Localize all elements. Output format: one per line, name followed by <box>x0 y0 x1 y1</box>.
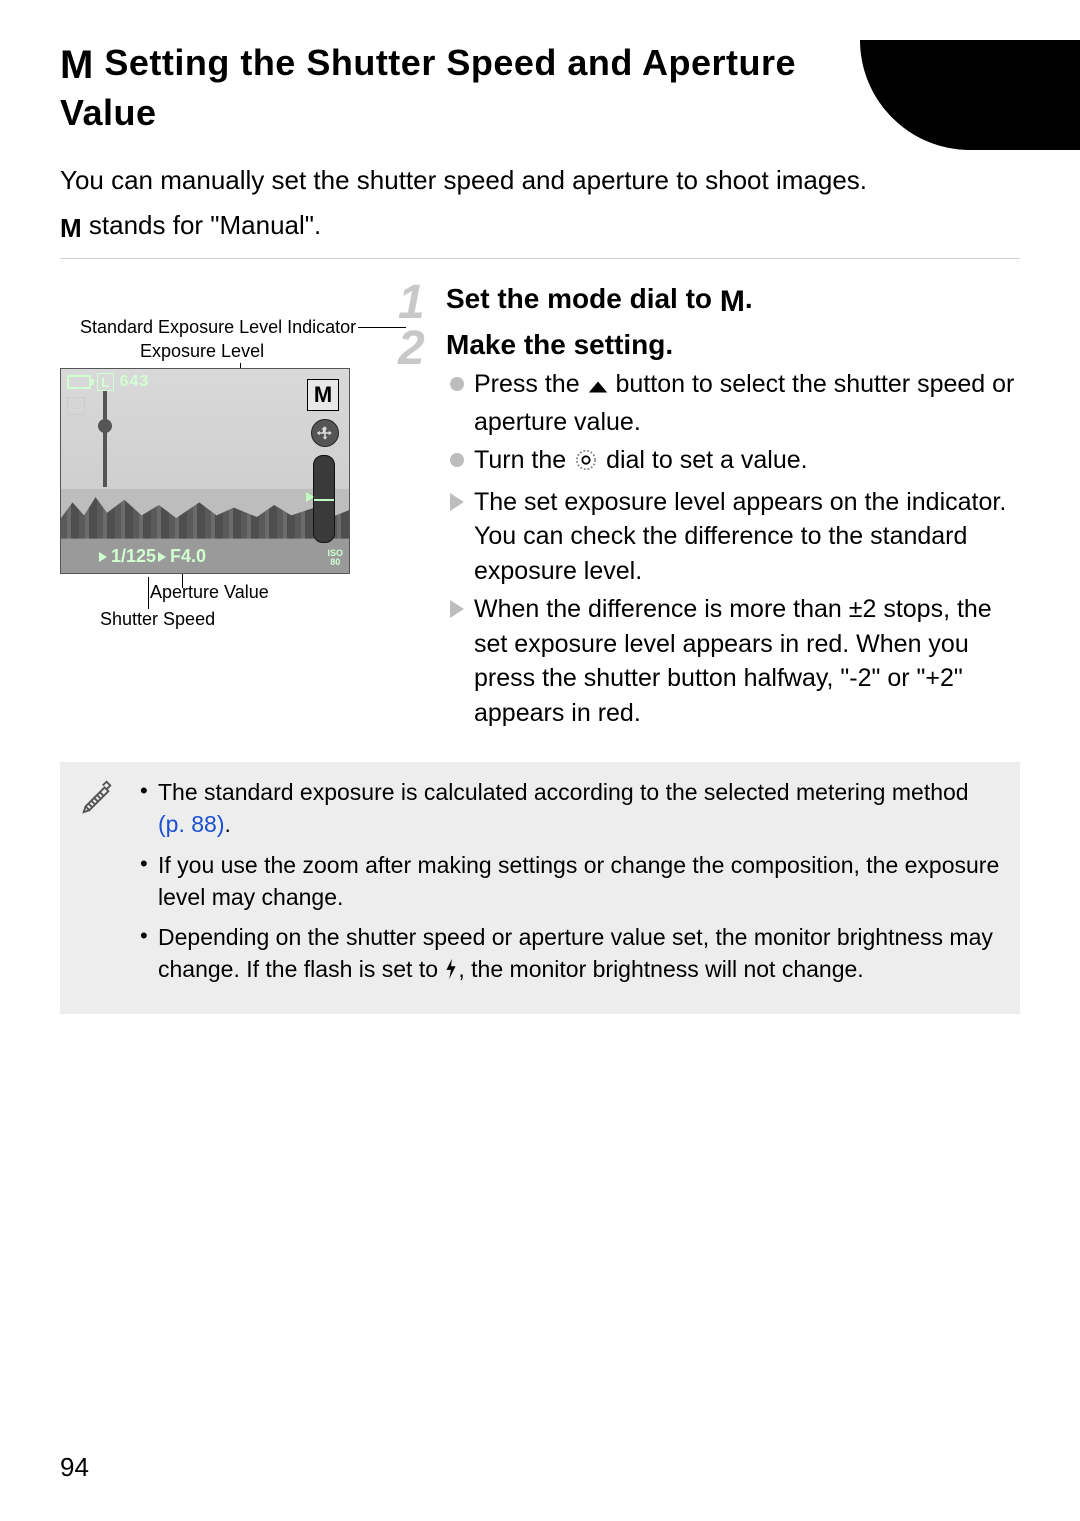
orientation-icon: ⌂ <box>67 397 85 415</box>
leader-line <box>148 577 149 609</box>
note-box: The standard exposure is calculated acco… <box>60 762 1020 1014</box>
lcd-bottom-readout: 1/125 F4.0 <box>111 546 206 567</box>
stabilizer-icon <box>311 419 339 447</box>
annotation-exposure-level: Exposure Level <box>140 341 380 362</box>
divider <box>60 258 1020 259</box>
annotation-aperture-text: Aperture Value <box>150 582 269 602</box>
aperture-readout: F4.0 <box>170 546 206 567</box>
step-2-item-4: When the difference is more than ±2 stop… <box>446 592 1020 730</box>
mode-m-icon: M <box>720 285 745 319</box>
text: The standard exposure is calculated acco… <box>158 779 969 805</box>
step-2-body: Press the button to select the shutter s… <box>446 367 1020 730</box>
annotation-std-exposure-text: Standard Exposure Level Indicator <box>80 317 356 337</box>
step-1: 1 Set the mode dial to M. <box>398 283 1020 319</box>
mode-m-icon: M <box>60 211 82 246</box>
shutter-readout: 1/125 <box>111 546 156 567</box>
lcd-top-bar: L 643 <box>67 373 149 391</box>
annotation-exposure-level-text: Exposure Level <box>140 341 264 361</box>
flash-icon <box>444 956 458 988</box>
control-dial-icon <box>573 446 599 481</box>
image-size-badge: L <box>97 373 114 391</box>
note-item-1: The standard exposure is calculated acco… <box>140 776 1000 840</box>
page-ref-link[interactable]: (p. 88) <box>158 811 224 837</box>
step-1-title-post: . <box>745 283 753 314</box>
annotation-shutter-text: Shutter Speed <box>100 609 215 629</box>
text: Turn the <box>474 446 573 474</box>
camera-lcd-mock: L 643 ⌂ M ISO 80 1/125 F4.0 <box>60 368 350 574</box>
step-2-item-2: Turn the dial to set a value. <box>446 443 1020 481</box>
exposure-meter <box>313 455 335 543</box>
leader-line <box>182 574 183 588</box>
mode-m-icon: M <box>60 40 94 90</box>
step-2-title: Make the setting. <box>446 329 1020 361</box>
annotation-aperture: Aperture Value <box>150 582 380 603</box>
battery-icon <box>67 375 91 389</box>
up-button-icon <box>587 370 609 405</box>
mode-indicator: M <box>307 379 339 411</box>
title-text: Setting the Shutter Speed and Aperture V… <box>60 42 796 133</box>
step-2-item-3: The set exposure level appears on the in… <box>446 485 1020 589</box>
step-2-item-1: Press the button to select the shutter s… <box>446 367 1020 439</box>
intro-line-2: M stands for "Manual". <box>60 208 1020 246</box>
text: , the monitor brightness will not change… <box>458 956 863 982</box>
section-header: M Setting the Shutter Speed and Aperture… <box>60 40 1020 135</box>
note-item-2: If you use the zoom after making setting… <box>140 849 1000 913</box>
lcd-annotation-column: Standard Exposure Level Indicator Exposu… <box>60 283 380 740</box>
page-number: 94 <box>60 1452 89 1483</box>
shots-remaining: 643 <box>120 373 150 391</box>
intro-line-1: You can manually set the shutter speed a… <box>60 163 1020 198</box>
annotation-std-exposure: Standard Exposure Level Indicator <box>80 317 380 339</box>
steps-column: 1 Set the mode dial to M. 2 Make the set… <box>398 283 1020 740</box>
note-pencil-icon <box>78 776 116 822</box>
step-1-title: Set the mode dial to M. <box>446 283 1020 319</box>
note-item-3: Depending on the shutter speed or apertu… <box>140 921 1000 988</box>
annotation-shutter: Shutter Speed <box>100 609 380 630</box>
text: dial to set a value. <box>599 446 807 474</box>
step-number: 2 <box>398 321 425 376</box>
iso-indicator: ISO 80 <box>327 549 343 567</box>
step-1-title-pre: Set the mode dial to <box>446 283 720 314</box>
step-2: 2 Make the setting. Press the button to … <box>398 329 1020 730</box>
text: Press the <box>474 370 587 398</box>
intro-line-2-text: stands for "Manual". <box>82 210 322 240</box>
text: . <box>224 811 230 837</box>
iso-value: 80 <box>327 558 343 567</box>
